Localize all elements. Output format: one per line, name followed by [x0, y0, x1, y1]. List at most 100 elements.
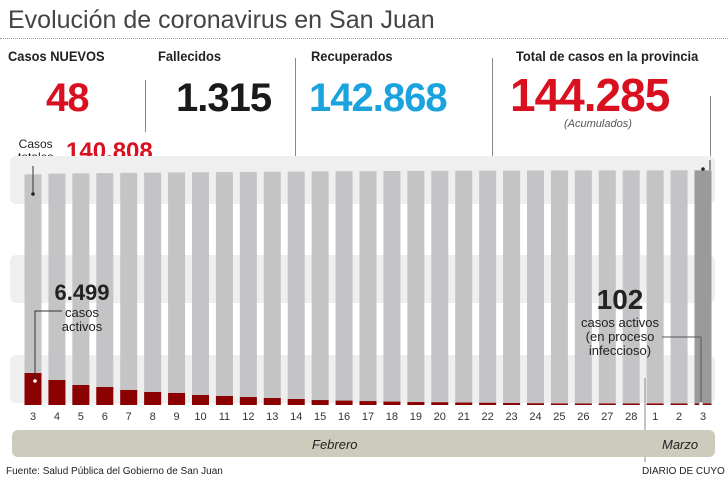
x-tick-label: 21	[457, 411, 470, 423]
total-bar	[120, 172, 138, 405]
x-tick-label: 3	[29, 411, 37, 423]
active-bar	[311, 400, 329, 405]
x-tick-label: 3	[699, 411, 707, 423]
active-bar	[670, 403, 688, 405]
activos-last-l1: casos activos	[580, 315, 660, 330]
total-bar	[24, 174, 42, 405]
x-tick-label: 22	[481, 411, 494, 423]
source-note: Fuente: Salud Pública del Gobierno de Sa…	[6, 466, 223, 477]
x-tick-label: 25	[553, 411, 566, 423]
active-bar	[694, 403, 712, 405]
total-bar	[670, 170, 688, 405]
active-bar	[287, 398, 305, 405]
active-bar	[431, 402, 449, 405]
total-bar	[263, 171, 281, 405]
x-tick-label: 28	[625, 411, 638, 423]
x-tick-label: 7	[125, 411, 132, 423]
leader-dot	[33, 379, 37, 383]
active-bar	[48, 379, 66, 405]
total-bar	[431, 170, 449, 405]
total-bar	[215, 172, 233, 405]
x-tick-label: 23	[505, 411, 518, 423]
x-tick-label: 14	[290, 411, 303, 423]
activos-last-value: 102	[596, 284, 644, 315]
month-marzo: Marzo	[662, 437, 699, 452]
total-bar	[72, 173, 90, 405]
x-tick-label: 5	[77, 411, 84, 423]
total-bar	[168, 172, 186, 405]
divider	[0, 38, 728, 39]
active-bar	[550, 403, 568, 405]
total-bar	[239, 171, 257, 405]
x-tick-label: 12	[242, 411, 255, 423]
recuperados-value: 142.868	[309, 76, 448, 120]
active-bar	[96, 387, 114, 405]
fallecidos-label: Fallecidos	[158, 48, 221, 64]
total-bar	[335, 171, 353, 405]
x-tick-label: 1	[652, 411, 659, 423]
activos-first-leader	[34, 310, 62, 380]
active-bar	[479, 402, 497, 405]
active-bar	[24, 373, 42, 405]
x-tick-label: 19	[409, 411, 422, 423]
activos-last-leader	[662, 336, 702, 404]
total-value: 144.285	[510, 69, 670, 121]
month-febrero: Febrero	[312, 437, 358, 452]
nuevos-label: Casos NUEVOS	[8, 48, 105, 64]
total-bar	[503, 170, 521, 405]
activos-first-annotation: 6.499 casos activos	[52, 280, 112, 334]
active-bar	[455, 402, 473, 405]
activos-last-l2: (en proceso	[585, 329, 655, 344]
x-tick-label: 26	[577, 411, 590, 423]
active-bar	[144, 392, 162, 405]
active-bar	[120, 389, 138, 405]
active-bar	[192, 395, 209, 405]
leader-line	[710, 96, 711, 172]
total-bar	[598, 170, 616, 405]
total-bar	[407, 170, 425, 405]
x-tick-label: 4	[53, 411, 60, 423]
totales-label-1: Casos	[18, 137, 53, 151]
divider	[145, 80, 146, 132]
x-tick-label: 11	[218, 411, 231, 423]
active-bar	[72, 385, 90, 405]
page-title: Evolución de coronavirus en San Juan	[8, 6, 435, 34]
total-bar	[550, 170, 568, 405]
active-bar	[646, 403, 664, 405]
active-bar	[622, 403, 640, 405]
recuperados-label: Recuperados	[311, 48, 393, 64]
active-bar	[503, 403, 521, 405]
x-tick-label: 27	[601, 411, 614, 423]
activos-first-l2: activos	[61, 319, 103, 334]
month-timeline	[12, 430, 715, 457]
divider	[295, 58, 296, 176]
active-bar	[598, 403, 616, 405]
x-tick-label: 17	[361, 411, 375, 423]
active-bar	[383, 401, 401, 405]
x-tick-label: 10	[194, 411, 207, 423]
activos-first-value: 6.499	[54, 280, 110, 305]
total-bar	[359, 171, 377, 405]
x-tick-label: 2	[676, 411, 683, 423]
total-bar	[479, 170, 497, 405]
x-tick-label: 18	[385, 411, 399, 423]
divider	[492, 58, 493, 176]
active-bar	[168, 392, 186, 405]
active-bar	[335, 400, 353, 405]
x-tick-label: 6	[101, 411, 108, 423]
total-bar	[646, 170, 664, 405]
total-bar	[48, 173, 66, 405]
total-bar	[287, 171, 305, 405]
leader-dot	[701, 167, 705, 171]
total-bar	[527, 170, 544, 405]
leader-dot	[31, 192, 35, 196]
x-tick-label: 15	[314, 411, 327, 423]
activos-last-l3: infeccioso)	[588, 343, 652, 358]
x-tick-label: 24	[529, 411, 542, 423]
leader-dot	[699, 402, 703, 406]
x-tick-label: 8	[149, 411, 156, 423]
x-tick-label: 16	[337, 411, 351, 423]
total-bar	[694, 170, 712, 405]
active-bar	[527, 403, 544, 405]
